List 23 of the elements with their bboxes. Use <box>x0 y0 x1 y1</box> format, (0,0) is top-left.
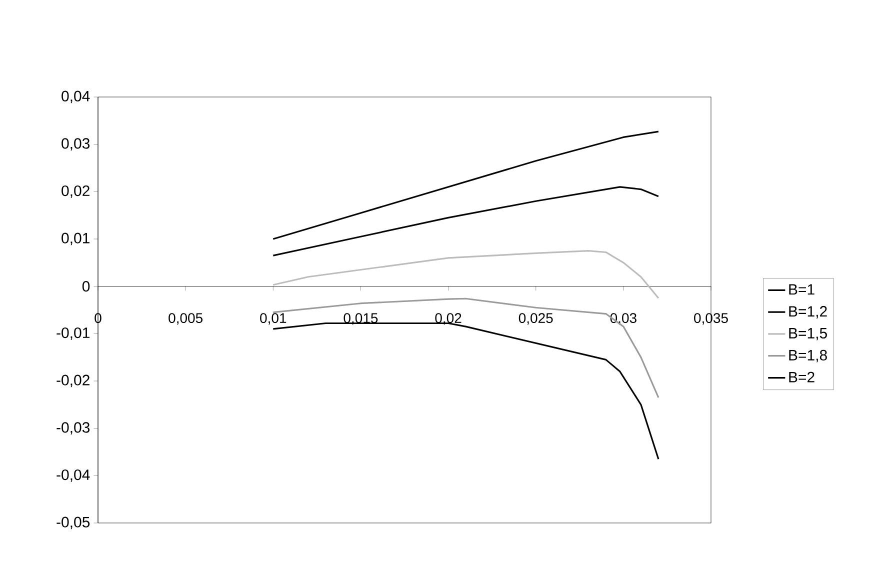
x-tick-label: 0,02 <box>435 313 462 325</box>
y-tick-label: -0,01 <box>56 327 90 340</box>
x-tick-label: 0,005 <box>168 313 203 325</box>
y-tick-label: 0,01 <box>62 232 90 246</box>
y-tick-label: -0,03 <box>56 422 90 435</box>
legend-label: B=1,8 <box>789 350 827 362</box>
x-tick-label: 0,025 <box>518 313 553 325</box>
legend-label: B=1,5 <box>789 328 827 340</box>
y-tick-label: 0,04 <box>62 90 90 104</box>
y-tick-label: -0,05 <box>56 516 90 530</box>
x-tick-label: 0,01 <box>260 313 286 325</box>
x-tick-label: 0,03 <box>610 313 636 325</box>
y-tick-label: 0 <box>82 281 90 292</box>
legend-label: B=1 <box>789 284 814 295</box>
legend-label: B=2 <box>789 372 814 382</box>
x-tick-label: 0,035 <box>694 313 728 325</box>
legend-label: B=1,2 <box>789 306 827 318</box>
y-tick-label: 0,03 <box>62 138 90 151</box>
y-tick-label: 0,02 <box>62 185 90 198</box>
y-tick-label: -0,02 <box>56 374 90 388</box>
line-series <box>272 250 660 299</box>
line-series <box>272 186 660 256</box>
y-tick-label: -0,04 <box>56 469 90 482</box>
